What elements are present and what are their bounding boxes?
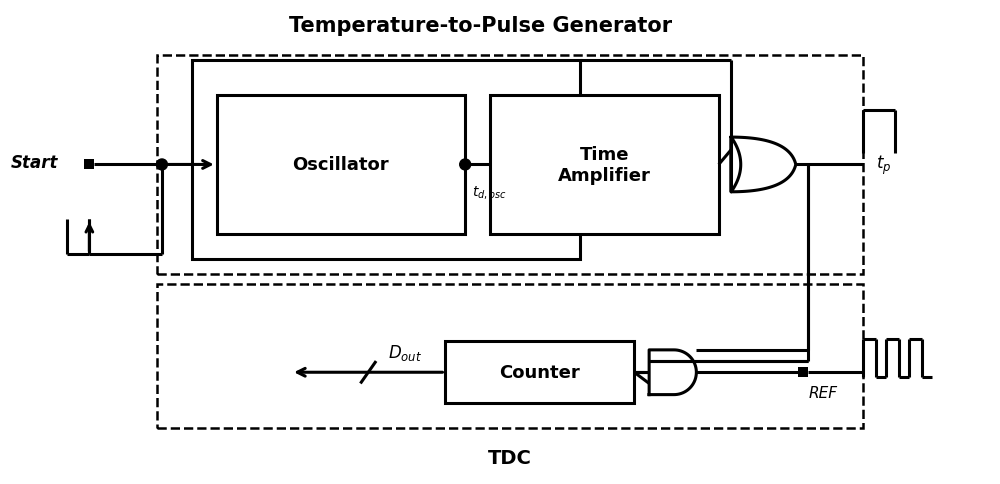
Bar	[192, 61, 580, 259]
Bar	[157, 284, 863, 428]
Bar	[157, 56, 863, 274]
Text: Temperature-to-Pulse Generator: Temperature-to-Pulse Generator	[289, 16, 672, 36]
Bar	[217, 96, 465, 235]
Circle shape	[156, 160, 167, 170]
Circle shape	[460, 160, 471, 170]
Text: TDC: TDC	[488, 448, 532, 467]
Text: Time
Amplifier: Time Amplifier	[558, 146, 651, 184]
Text: Start: Start	[11, 154, 58, 172]
Text: REF: REF	[808, 385, 837, 400]
Bar	[445, 342, 634, 403]
Text: $t_{d,osc}$: $t_{d,osc}$	[472, 183, 507, 200]
Bar	[84, 160, 94, 170]
Polygon shape	[649, 350, 696, 395]
Text: Counter: Counter	[499, 363, 580, 381]
Text: $t_p$: $t_p$	[876, 153, 891, 177]
Polygon shape	[731, 138, 796, 192]
Text: $D_{out}$: $D_{out}$	[388, 343, 422, 363]
Bar	[490, 96, 719, 235]
Text: Oscillator: Oscillator	[293, 156, 389, 174]
Bar	[798, 367, 808, 378]
